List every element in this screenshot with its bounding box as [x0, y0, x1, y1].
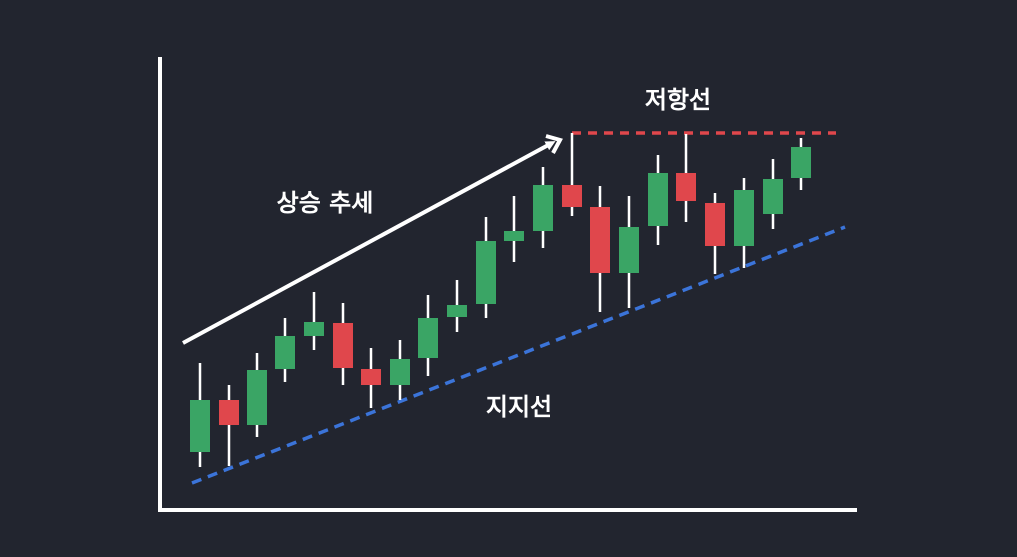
arrow-head [545, 134, 563, 154]
candle-body [247, 370, 267, 425]
trend-label: 상승 추세 [277, 189, 374, 217]
candle-body [418, 318, 438, 358]
candle-body [791, 147, 811, 178]
candle-body [504, 231, 524, 241]
candle-body [676, 173, 696, 201]
candle-body [533, 185, 553, 231]
candle-body [763, 179, 783, 214]
candle-body [190, 400, 210, 452]
candles [190, 133, 811, 467]
candle-body [648, 173, 668, 226]
candle-body [590, 207, 610, 273]
candle-body [304, 322, 324, 336]
candle-body [361, 369, 381, 385]
resistance-label: 저항선 [645, 86, 711, 114]
candle-body [390, 359, 410, 385]
candle-body [333, 323, 353, 368]
trend-arrow [182, 141, 556, 345]
candle-body [734, 190, 754, 246]
candle-body [219, 400, 239, 425]
candle-body [447, 305, 467, 317]
candle-body [705, 203, 725, 246]
candle-body [562, 185, 582, 207]
candle-body [619, 227, 639, 273]
candle-body [275, 336, 295, 369]
candle-body [476, 241, 496, 304]
support-line [191, 225, 846, 485]
support-label: 지지선 [486, 393, 552, 421]
